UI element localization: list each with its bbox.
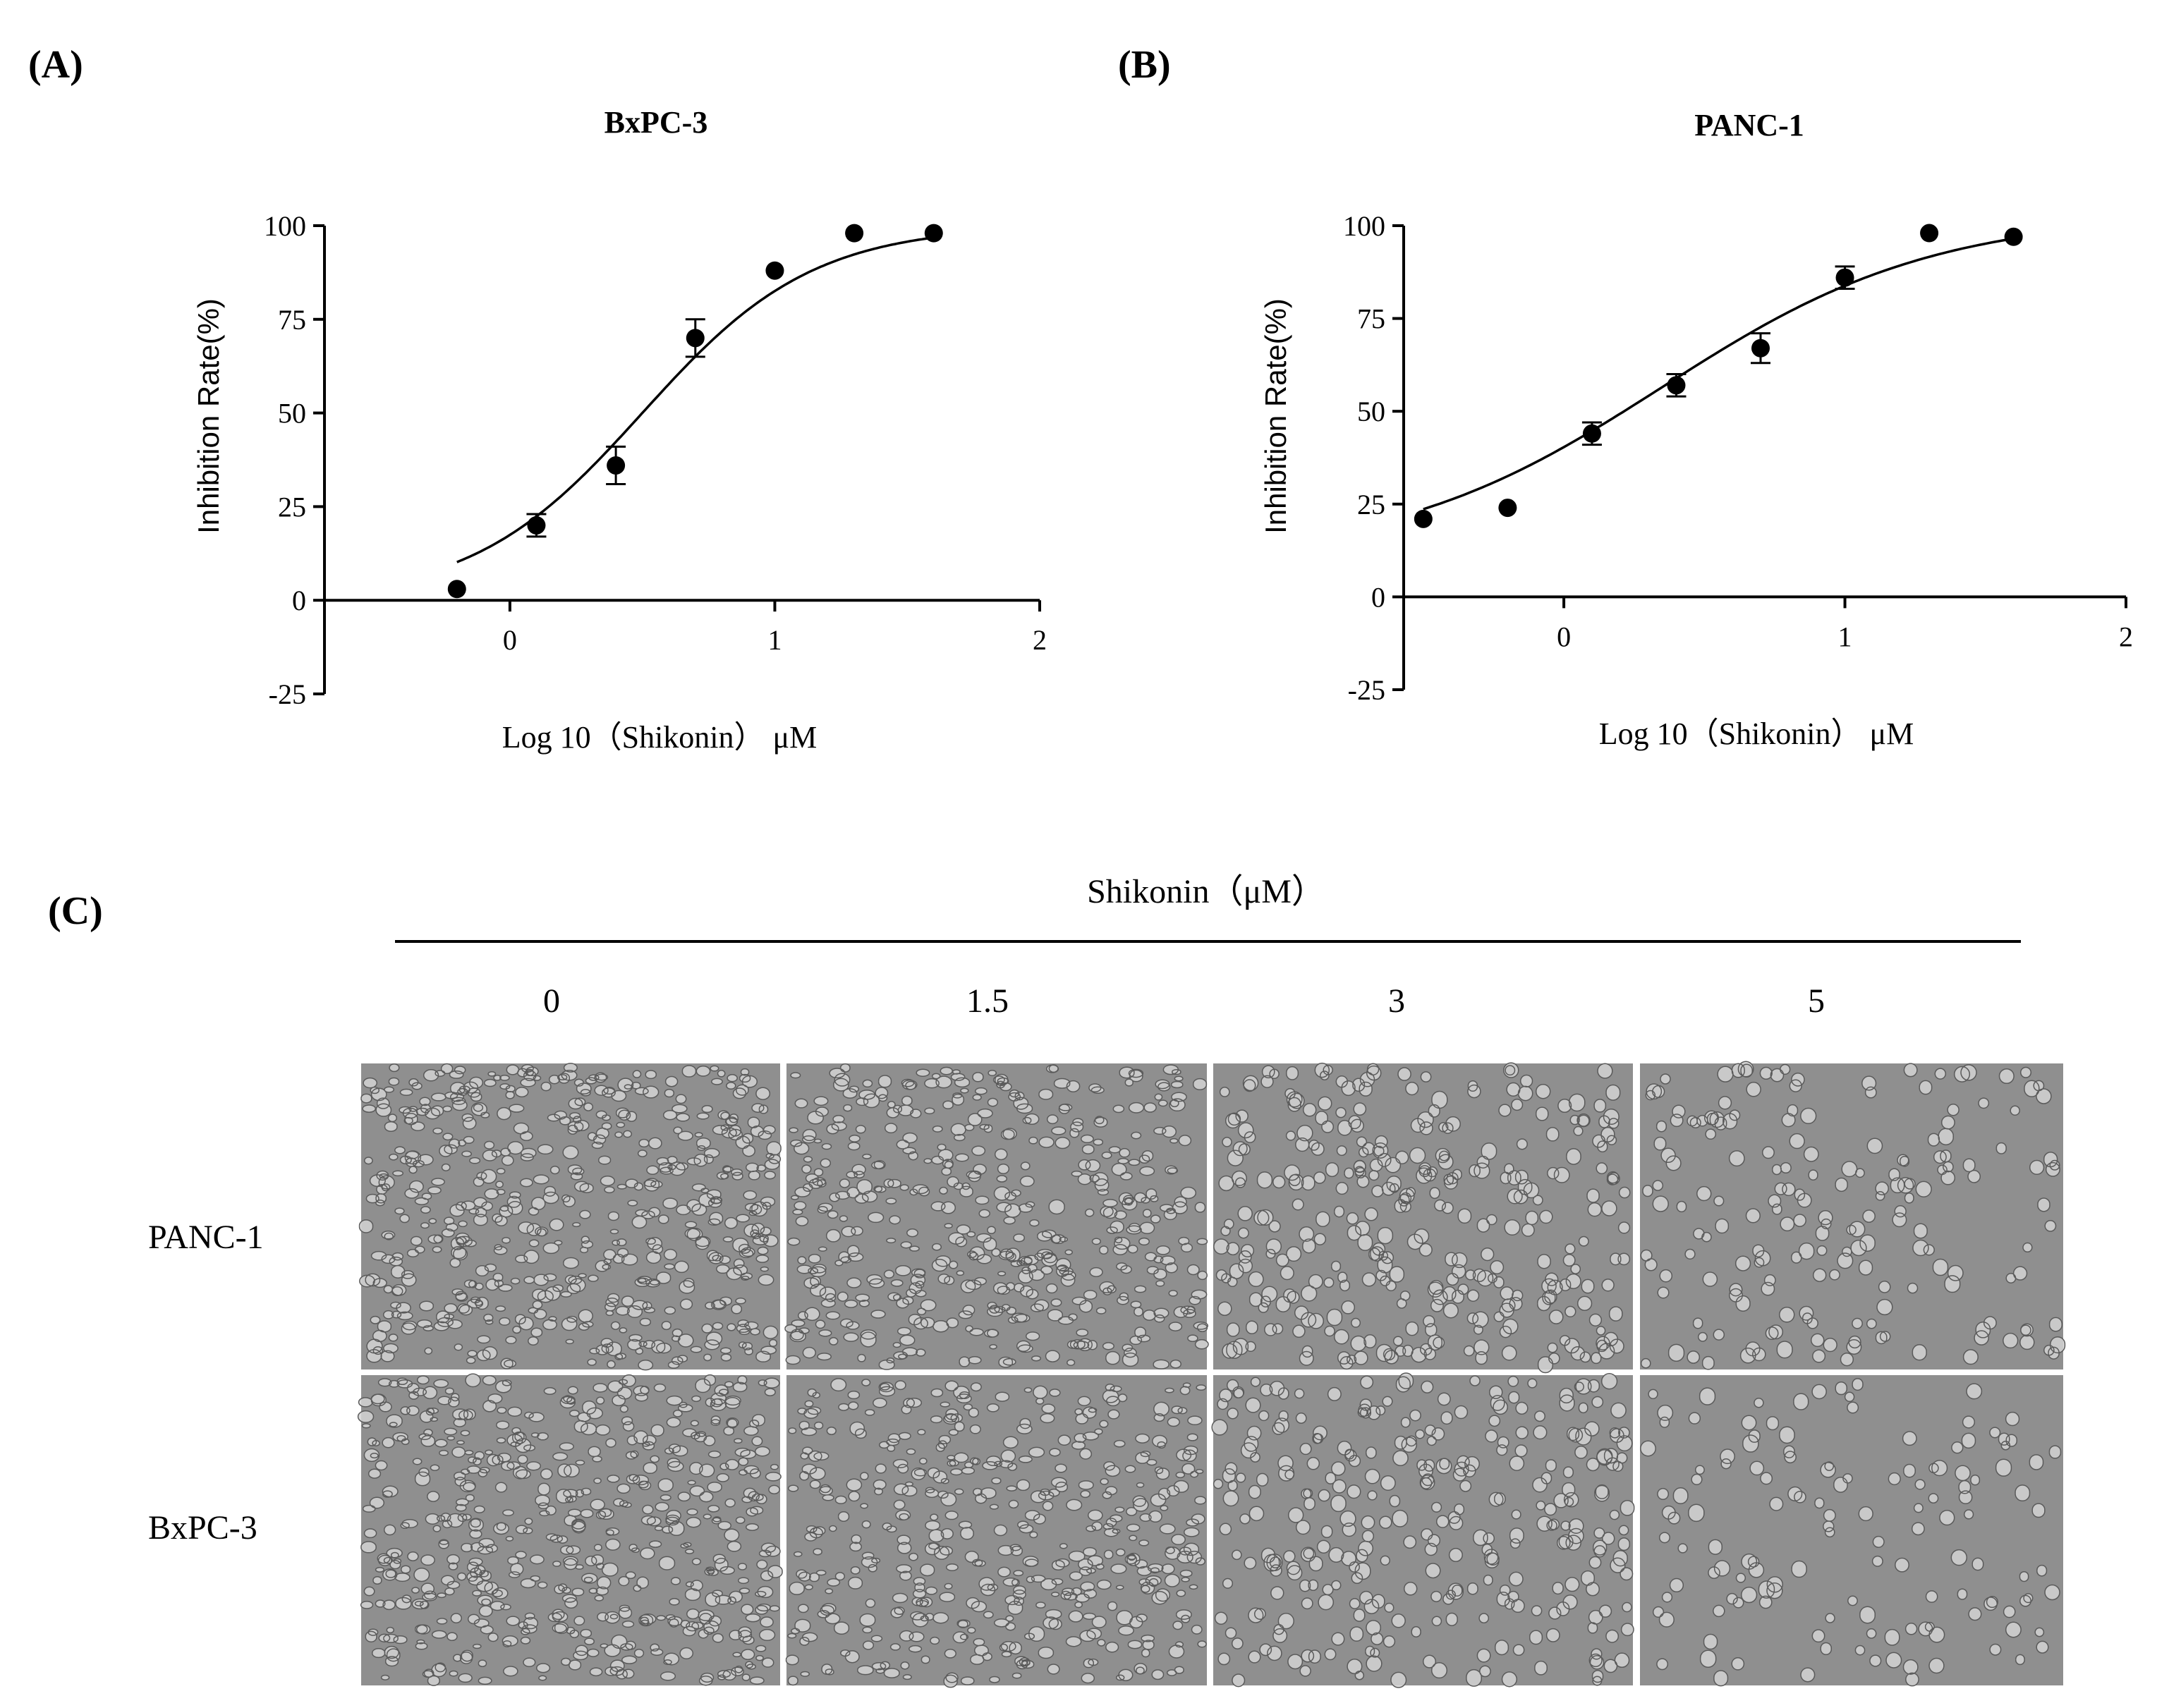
chart-a-xtick-label-0: 0	[503, 624, 517, 656]
conc-label-0: 0	[543, 982, 560, 1020]
chart-a-xtick-label-1: 1	[767, 624, 782, 656]
chart-a-point-5	[845, 224, 864, 243]
chart-a-point-3	[686, 329, 705, 348]
conc-label-2: 3	[1388, 982, 1405, 1020]
chart-b-xtick-label-0: 0	[1557, 621, 1571, 652]
chart-b-ytick-label-50: 50	[1357, 396, 1385, 427]
chart-b-point-6	[1920, 224, 1939, 243]
chart-a-point-0	[447, 580, 466, 599]
chart-b-fit-curve	[1423, 237, 2014, 511]
chart-b-ylabel: Inhibition Rate(%)	[1259, 298, 1292, 534]
micrograph-cells-PANC-1-5	[1640, 1061, 2066, 1370]
chart-a-point-6	[924, 224, 943, 243]
chart-b-point-3	[1667, 376, 1686, 395]
chart-a-point-4	[765, 261, 784, 280]
conc-label-1: 1.5	[966, 982, 1009, 1020]
chart-a-xlabel: Log 10（Shikonin） μM	[502, 720, 818, 755]
chart-b-ytick-label-75: 75	[1357, 303, 1385, 335]
chart-b-xlabel: Log 10（Shikonin） μM	[1599, 716, 1914, 751]
chart-a-ytick-label-100: 100	[264, 210, 306, 242]
micrograph-BxPC-3-5	[1640, 1375, 2063, 1685]
chart-a-ytick-label-75: 75	[278, 304, 306, 336]
row-label-bxpc3: BxPC-3	[148, 1509, 257, 1547]
micrograph-cells-PANC-1-0	[358, 1063, 782, 1371]
chart-b-point-2	[1582, 424, 1601, 443]
chart-a-point-1	[527, 516, 546, 535]
chart-b-point-0	[1414, 509, 1433, 528]
chart-b-ytick-label-100: 100	[1343, 210, 1385, 242]
chart-a-title: BxPC-3	[604, 105, 708, 140]
chart-a-ylabel: Inhibition Rate(%)	[192, 298, 225, 534]
panel-letter-b: (B)	[1118, 43, 1171, 87]
micrograph-cells-BxPC-3-3	[1211, 1372, 1635, 1688]
micrograph-cells-BxPC-3-5	[1640, 1378, 2062, 1687]
micrograph-cells-PANC-1-1.5	[784, 1063, 1209, 1370]
chart-b-ytick-label-0: 0	[1371, 581, 1385, 613]
chart-b-xtick-label-2: 2	[2119, 621, 2133, 652]
chart-a-ytick-label-25: 25	[278, 491, 306, 523]
chart-a-ytick-label--25: -25	[269, 678, 306, 710]
chart-panc1: PANC-1 Log 10（Shikonin） μM Inhibition Ra…	[1259, 108, 2133, 751]
micrograph-PANC-1-5	[1640, 1063, 2063, 1370]
panel-letter-c: (C)	[48, 889, 103, 933]
chart-b-point-4	[1751, 338, 1770, 358]
chart-b-point-7	[2004, 227, 2023, 246]
chart-b-point-1	[1498, 499, 1517, 518]
micrograph-cells-PANC-1-3	[1213, 1062, 1631, 1374]
chart-b-xtick-label-1: 1	[1838, 621, 1852, 652]
chart-a-ytick-label-50: 50	[278, 398, 306, 429]
row-label-panc1: PANC-1	[148, 1219, 264, 1256]
micrograph-cells-BxPC-3-0	[357, 1373, 783, 1686]
chart-bxpc3: BxPC-3 Log 10（Shikonin） μM Inhibition Ra…	[192, 105, 1047, 755]
micrograph-PANC-1-1.5	[786, 1063, 1207, 1370]
panel-letter-a: (A)	[28, 43, 83, 87]
chart-a-ytick-label-0: 0	[292, 585, 306, 616]
chart-a-point-2	[607, 456, 626, 475]
chart-b-ytick-label--25: -25	[1348, 674, 1385, 706]
chart-b-point-5	[1835, 268, 1854, 287]
chart-b-ytick-label-25: 25	[1357, 489, 1385, 520]
conc-label-3: 5	[1808, 982, 1825, 1020]
chart-a-xtick-label-2: 2	[1033, 624, 1047, 656]
chart-b-title: PANC-1	[1694, 108, 1804, 142]
micrograph-cells-BxPC-3-1.5	[785, 1378, 1207, 1688]
micrograph-grid	[357, 1061, 2066, 1688]
micrograph-header: Shikonin（μM）	[1087, 873, 1325, 910]
